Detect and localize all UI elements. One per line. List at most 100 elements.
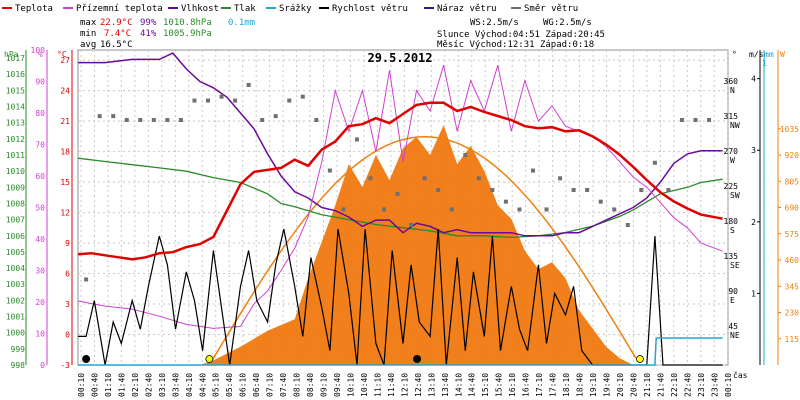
dir-compass-label: NE — [730, 331, 740, 340]
legend-label: Vlhkost — [181, 4, 219, 14]
solar-area — [199, 125, 637, 366]
time-tick-label: 05:40 — [225, 373, 234, 397]
time-tick-label: 18:40 — [576, 373, 585, 397]
degc-tick-label: 3 — [65, 300, 70, 309]
dir-deg-label: 90 — [728, 287, 738, 296]
wind-direction-point — [368, 176, 373, 181]
time-tick-label: 20:40 — [629, 373, 638, 397]
w-tick-label: 230 — [785, 309, 800, 318]
hpa-tick-label: 1016 — [6, 70, 25, 79]
hpa-tick-label: 1000 — [6, 329, 25, 338]
time-tick-label: 21:40 — [656, 373, 665, 397]
time-tick-label: 08:40 — [306, 373, 315, 397]
w-tick-label: 115 — [785, 335, 800, 344]
degc-tick-label: 6 — [65, 270, 70, 279]
wind-direction-point — [300, 94, 305, 99]
time-tick-label: 23:40 — [710, 373, 719, 397]
time-tick-label: 00:40 — [90, 373, 99, 397]
time-tick-label: 05:10 — [212, 373, 221, 397]
dir-compass-label: W — [730, 156, 735, 165]
time-tick-label: 04:10 — [185, 373, 194, 397]
hpa-tick-label: 1005 — [6, 248, 25, 257]
time-unit-label: čas — [733, 370, 748, 380]
hpa-tick-label: 1013 — [6, 119, 25, 128]
time-tick-label: 20:10 — [616, 373, 625, 397]
wind-direction-point — [693, 118, 698, 122]
time-tick-label: 06:40 — [252, 373, 261, 397]
wind-direction-point — [409, 223, 414, 227]
wind-direction-point — [639, 188, 644, 192]
hpa-tick-label: 1008 — [6, 199, 25, 208]
moonset-marker — [82, 355, 91, 363]
degc-unit-label: °C — [57, 50, 67, 59]
hpa-tick-label: 1017 — [6, 54, 25, 63]
stat-min-temp: 7.4°C — [104, 29, 131, 39]
hpa-tick-label: 1009 — [6, 183, 25, 192]
dir-deg-label: 360 — [724, 77, 739, 86]
wind-direction-point — [124, 118, 129, 122]
ms-tick-label: 4 — [751, 75, 756, 84]
pct-tick-label: 70 — [35, 141, 45, 150]
wind-direction-point — [571, 188, 576, 192]
legend-label: Teplota — [15, 4, 53, 14]
wind-direction-point — [192, 98, 197, 103]
pct-tick-label: 60 — [35, 172, 45, 181]
legend-label: Přízemní teplota — [76, 4, 163, 14]
chart-title: 29.5.2012 — [367, 51, 432, 65]
wind-direction-point — [544, 207, 549, 212]
dir-deg-label: 270 — [724, 147, 739, 156]
degc-tick-label: 15 — [60, 178, 70, 187]
degc-tick-label: 0 — [65, 331, 70, 340]
stat-wg: WG:2.5m/s — [543, 18, 592, 28]
time-tick-label: 15:40 — [495, 373, 504, 397]
wind-direction-point — [449, 207, 454, 212]
sunset-marker — [636, 355, 644, 363]
wind-direction-point — [679, 118, 684, 122]
wind-direction-point — [476, 176, 481, 181]
hpa-tick-label: 1010 — [6, 167, 25, 176]
time-tick-label: 03:40 — [171, 373, 180, 397]
sunrise-marker — [205, 355, 214, 363]
dir-compass-label: N — [730, 86, 735, 95]
w-tick-label: 920 — [785, 151, 800, 160]
wind-direction-point — [341, 207, 346, 212]
time-tick-label: 11:10 — [373, 373, 382, 397]
hpa-tick-label: 1006 — [6, 232, 25, 241]
wind-direction-point — [111, 114, 116, 119]
wind-direction-point — [490, 188, 495, 192]
stat-max-press: 1010.8hPa — [163, 18, 212, 28]
dir-deg-label: 180 — [724, 217, 739, 226]
dir-deg-label: 135 — [724, 252, 739, 261]
ms-unit-label: m/s — [749, 50, 764, 59]
wind-direction-point — [151, 118, 156, 122]
w-unit-label: W — [780, 50, 785, 59]
time-tick-label: 13:40 — [441, 373, 450, 397]
time-tick-label: 16:40 — [522, 373, 531, 397]
ms-tick-label: 1 — [751, 289, 756, 298]
wind-direction-point — [395, 191, 400, 196]
hpa-tick-label: 999 — [11, 345, 26, 354]
time-tick-label: 00:10 — [77, 373, 86, 397]
legend-label: Srážky — [279, 4, 312, 14]
stats-block: max 22.9°C 99% 1010.8hPa 0.1mm min 7.4°C… — [80, 18, 605, 50]
stat-avg-label: avg — [80, 40, 96, 50]
hpa-tick-label: 1014 — [6, 103, 25, 112]
time-tick-label: 12:40 — [414, 373, 423, 397]
degc-tick-label: 24 — [60, 87, 70, 96]
w-tick-label: 575 — [785, 230, 800, 239]
dir-deg-label: 45 — [728, 322, 738, 331]
wind-direction-point — [97, 114, 102, 119]
wind-direction-point — [612, 207, 617, 212]
wind-direction-point — [206, 98, 210, 103]
wind-direction-point — [219, 94, 224, 99]
wind-direction-point — [354, 137, 359, 142]
time-tick-label: 14:10 — [454, 373, 463, 397]
ms-tick-label: 3 — [751, 146, 756, 155]
series-prizemni-teplota — [77, 65, 723, 329]
wind-direction-point — [165, 118, 170, 122]
dir-deg-label: 315 — [724, 112, 739, 121]
hpa-tick-label: 1002 — [6, 296, 25, 305]
wind-direction-point — [585, 188, 590, 192]
wind-direction-point — [178, 118, 183, 122]
